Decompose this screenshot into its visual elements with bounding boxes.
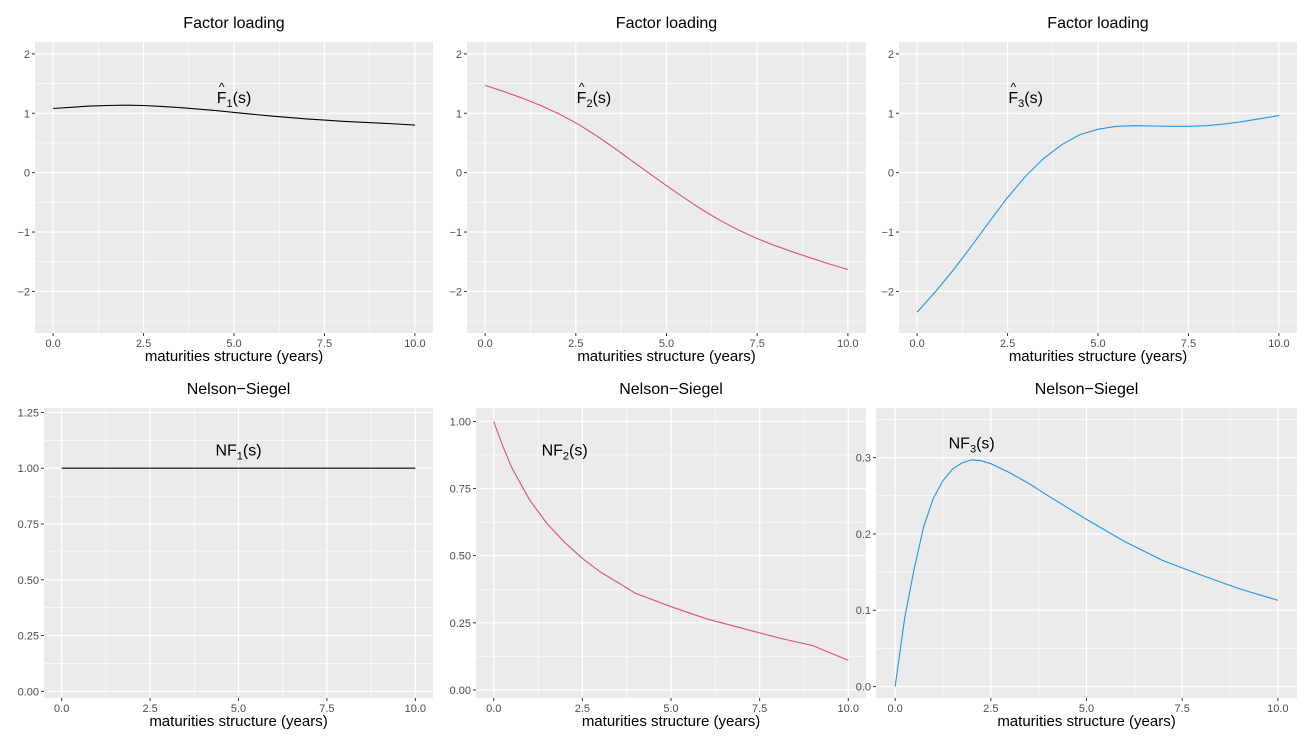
x-tick-label: 0.0	[477, 338, 492, 350]
x-tick-label: 0.0	[45, 338, 60, 350]
curve-label: NF2(s)	[542, 443, 588, 463]
y-tick-label: 0.75	[450, 484, 471, 496]
x-tick-label: 5.0	[1079, 703, 1094, 715]
x-tick-label: 5.0	[659, 338, 674, 350]
panel-title: Nelson−Siegel	[619, 381, 723, 398]
x-tick-label: 2.5	[142, 703, 157, 715]
y-tick-label: −2	[449, 286, 462, 298]
panel-title: Factor loading	[616, 15, 717, 32]
y-tick-label: −2	[881, 286, 894, 298]
y-tick-label: 1	[24, 108, 30, 120]
hat-accent: ^	[579, 80, 585, 94]
x-tick-label: 7.5	[1175, 703, 1190, 715]
y-tick-label: 1	[456, 108, 462, 120]
x-tick-label: 0.0	[909, 338, 924, 350]
x-tick-label: 0.0	[887, 703, 902, 715]
curve-label: F2(s)	[577, 90, 612, 110]
x-tick-label: 5.0	[231, 703, 246, 715]
curve-label: NF3(s)	[949, 435, 995, 455]
x-tick-label: 10.0	[1268, 338, 1289, 350]
x-tick-label: 7.5	[750, 338, 765, 350]
x-tick-label: 2.5	[136, 338, 151, 350]
y-tick-label: 1.00	[18, 463, 39, 475]
y-tick-label: −1	[17, 227, 30, 239]
series-line-1	[916, 115, 1279, 313]
y-tick-label: 0.50	[18, 575, 39, 587]
y-tick-label: 0	[456, 168, 462, 180]
y-tick-label: 2	[24, 49, 30, 61]
x-axis-label: maturities structure (years)	[997, 713, 1175, 730]
panel-title: Factor loading	[183, 15, 284, 32]
x-tick-label: 7.5	[319, 703, 334, 715]
panel-6: 0.0 2.5 5.0 7.5 10.0 0.0 0.1 0.2 0.3 Nelson−Siege…	[856, 381, 1297, 730]
x-axis-label: maturities structure (years)	[577, 348, 755, 365]
x-tick-label: 7.5	[752, 703, 767, 715]
y-tick-label: 1	[888, 108, 894, 120]
y-tick-label: 2	[456, 49, 462, 61]
y-tick-label: 1.00	[450, 416, 471, 428]
y-tick-label: 1.25	[18, 407, 39, 419]
x-tick-label: 2.5	[1000, 338, 1015, 350]
series-line-1	[493, 421, 849, 661]
x-tick-label: 2.5	[575, 703, 590, 715]
x-tick-label: 2.5	[568, 338, 583, 350]
y-tick-label: 0.0	[856, 682, 871, 694]
curve-label: F3(s)	[1008, 90, 1043, 110]
x-tick-label: 10.0	[404, 338, 425, 350]
panel-title: Nelson−Siegel	[187, 381, 291, 398]
x-tick-label: 7.5	[317, 338, 332, 350]
x-tick-label: 10.0	[1267, 703, 1288, 715]
y-tick-label: 0	[888, 168, 894, 180]
curve-label: F1(s)	[217, 90, 252, 110]
x-tick-label: 5.0	[663, 703, 678, 715]
panel-3: 0.0 2.5 5.0 7.5 10.0 −2 −1 0 1 2 Factor loading mat…	[881, 15, 1297, 365]
x-tick-label: 10.0	[838, 703, 859, 715]
y-tick-label: 0	[24, 168, 30, 180]
x-axis-label: maturities structure (years)	[149, 713, 327, 730]
y-tick-label: 0.50	[450, 551, 471, 563]
hat-accent: ^	[1011, 80, 1017, 94]
panel-5: 0.0 2.5 5.0 7.5 10.0 0.00 0.25 0.50 0.75 1.00 Nels…	[450, 381, 866, 730]
y-tick-label: 0.75	[18, 519, 39, 531]
panel-4: 0.0 2.5 5.0 7.5 10.0 0.00 0.25 0.50 0.75 1.00 1.25…	[18, 381, 433, 730]
x-tick-label: 5.0	[1090, 338, 1105, 350]
panel-2: 0.0 2.5 5.0 7.5 10.0 −2 −1 0 1 2 Factor loading mat…	[449, 15, 866, 365]
x-tick-label: 10.0	[837, 338, 858, 350]
y-tick-label: 0.25	[450, 618, 471, 630]
x-tick-label: 2.5	[983, 703, 998, 715]
y-tick-label: 0.00	[450, 685, 471, 697]
panel-title: Factor loading	[1047, 15, 1148, 32]
series-line-1	[894, 459, 1279, 687]
y-tick-label: 0.25	[18, 631, 39, 643]
x-axis-label: maturities structure (years)	[145, 348, 323, 365]
panel-title: Nelson−Siegel	[1035, 381, 1139, 398]
curve-label: NF1(s)	[215, 442, 261, 462]
x-axis-label: maturities structure (years)	[582, 713, 760, 730]
y-tick-label: 0.3	[856, 453, 871, 465]
panel-1: 0.0 2.5 5.0 7.5 10.0 −2 −1 0 1 2 Factor loading mat…	[17, 15, 433, 365]
y-tick-label: 0.00	[18, 686, 39, 698]
x-tick-label: 5.0	[226, 338, 241, 350]
x-tick-label: 7.5	[1181, 338, 1196, 350]
series-line-1	[53, 104, 415, 126]
series-line-1	[484, 84, 849, 271]
x-axis-label: maturities structure (years)	[1009, 348, 1187, 365]
y-tick-label: 2	[888, 49, 894, 61]
x-tick-label: 0.0	[486, 703, 501, 715]
y-tick-label: −1	[449, 227, 462, 239]
y-tick-label: 0.2	[856, 529, 871, 541]
y-tick-label: −1	[881, 227, 894, 239]
hat-accent: ^	[219, 80, 225, 94]
y-tick-label: 0.1	[856, 605, 871, 617]
x-tick-label: 0.0	[54, 703, 69, 715]
y-tick-label: −2	[17, 286, 30, 298]
x-tick-label: 10.0	[405, 703, 426, 715]
